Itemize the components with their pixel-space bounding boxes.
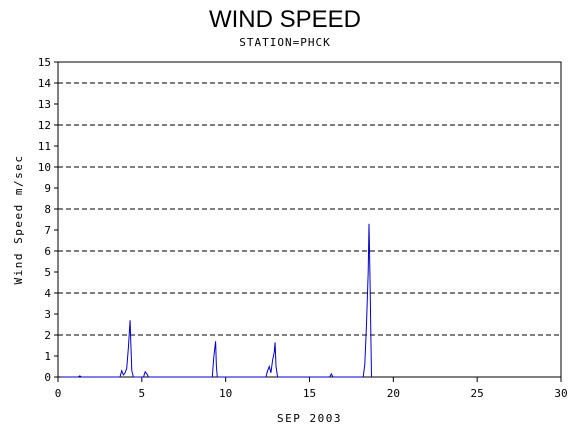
- series-line: [61, 223, 372, 378]
- y-tick-label: 2: [44, 329, 51, 342]
- x-tick-label: 10: [219, 387, 232, 400]
- y-tick-label: 8: [44, 203, 51, 216]
- chart-subtitle: STATION=PHCK: [239, 36, 331, 49]
- x-tick-label: 20: [387, 387, 400, 400]
- y-tick-label: 11: [38, 140, 51, 153]
- y-tick-label: 9: [44, 182, 51, 195]
- x-tick-label: 0: [55, 387, 62, 400]
- x-tick-label: 30: [554, 387, 567, 400]
- y-tick-label: 6: [44, 245, 51, 258]
- y-axis-label: Wind Speed m/sec: [12, 155, 25, 285]
- y-tick-label: 15: [38, 56, 51, 69]
- y-tick-label: 13: [38, 98, 51, 111]
- gridlines: [58, 82, 561, 336]
- y-tick-label: 3: [44, 308, 51, 321]
- y-tick-label: 0: [44, 371, 51, 384]
- x-axis-label: SEP 2003: [277, 412, 342, 425]
- y-tick-label: 4: [44, 287, 51, 300]
- x-axis: 0 5 10 15 20 25 30: [55, 377, 568, 400]
- plot-area: [57, 61, 562, 378]
- x-tick-label: 25: [471, 387, 484, 400]
- x-tick-label: 5: [139, 387, 146, 400]
- y-tick-label: 14: [38, 77, 52, 90]
- series-layer: [61, 223, 372, 378]
- y-tick-label: 7: [44, 224, 51, 237]
- y-tick-label: 10: [38, 161, 51, 174]
- x-tick-label: 15: [303, 387, 316, 400]
- chart-title: WIND SPEED: [208, 6, 361, 33]
- y-tick-label: 12: [38, 119, 51, 132]
- y-tick-label: 5: [44, 266, 51, 279]
- y-tick-label: 1: [44, 350, 51, 363]
